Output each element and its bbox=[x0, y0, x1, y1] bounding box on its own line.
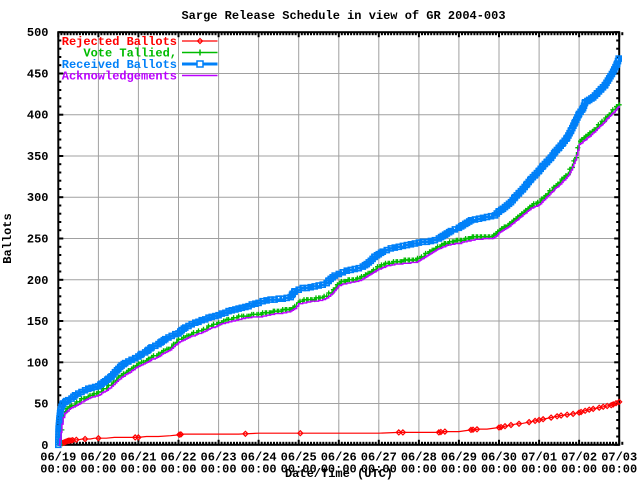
svg-text:00:00: 00:00 bbox=[40, 463, 76, 477]
svg-text:06/21: 06/21 bbox=[120, 451, 156, 465]
svg-text:06/23: 06/23 bbox=[201, 451, 237, 465]
svg-text:00:00: 00:00 bbox=[441, 463, 477, 477]
svg-text:0: 0 bbox=[41, 439, 48, 453]
svg-text:500: 500 bbox=[27, 26, 49, 40]
svg-text:00:00: 00:00 bbox=[281, 463, 317, 477]
svg-text:00:00: 00:00 bbox=[521, 463, 557, 477]
svg-text:50: 50 bbox=[34, 398, 48, 412]
svg-text:06/28: 06/28 bbox=[401, 451, 437, 465]
svg-text:400: 400 bbox=[27, 109, 49, 123]
svg-text:450: 450 bbox=[27, 67, 49, 81]
svg-text:06/19: 06/19 bbox=[40, 451, 76, 465]
svg-text:00:00: 00:00 bbox=[201, 463, 237, 477]
svg-text:00:00: 00:00 bbox=[241, 463, 277, 477]
svg-text:100: 100 bbox=[27, 356, 49, 370]
svg-text:00:00: 00:00 bbox=[120, 463, 156, 477]
svg-text:06/20: 06/20 bbox=[80, 451, 116, 465]
svg-text:Ballots: Ballots bbox=[1, 213, 15, 263]
svg-text:350: 350 bbox=[27, 150, 49, 164]
svg-text:00:00: 00:00 bbox=[80, 463, 116, 477]
svg-text:Received Ballots: Received Ballots bbox=[62, 58, 177, 72]
svg-text:200: 200 bbox=[27, 274, 49, 288]
svg-text:07/03: 07/03 bbox=[601, 451, 637, 465]
svg-text:Vote Tallied,: Vote Tallied, bbox=[83, 47, 177, 61]
svg-text:06/22: 06/22 bbox=[160, 451, 196, 465]
svg-text:07/01: 07/01 bbox=[521, 451, 557, 465]
svg-text:Acknowledgements: Acknowledgements bbox=[62, 70, 177, 84]
svg-text:06/27: 06/27 bbox=[361, 451, 397, 465]
svg-text:250: 250 bbox=[27, 233, 49, 247]
svg-text:06/26: 06/26 bbox=[321, 451, 357, 465]
svg-text:300: 300 bbox=[27, 191, 49, 205]
svg-text:Sarge Release Schedule in view: Sarge Release Schedule in view of GR 200… bbox=[181, 9, 505, 23]
svg-text:00:00: 00:00 bbox=[561, 463, 597, 477]
svg-text:Rejected Ballots: Rejected Ballots bbox=[62, 35, 177, 49]
svg-text:Date/Time (UTC): Date/Time (UTC) bbox=[285, 467, 393, 480]
svg-text:06/24: 06/24 bbox=[241, 451, 277, 465]
svg-text:06/30: 06/30 bbox=[481, 451, 517, 465]
svg-text:00:00: 00:00 bbox=[361, 463, 397, 477]
svg-text:00:00: 00:00 bbox=[401, 463, 437, 477]
svg-text:00:00: 00:00 bbox=[481, 463, 517, 477]
svg-text:00:00: 00:00 bbox=[321, 463, 357, 477]
svg-text:06/29: 06/29 bbox=[441, 451, 477, 465]
svg-text:150: 150 bbox=[27, 315, 49, 329]
svg-text:07/02: 07/02 bbox=[561, 451, 597, 465]
svg-text:00:00: 00:00 bbox=[160, 463, 196, 477]
svg-text:00:00: 00:00 bbox=[601, 463, 637, 477]
svg-text:06/25: 06/25 bbox=[281, 451, 317, 465]
